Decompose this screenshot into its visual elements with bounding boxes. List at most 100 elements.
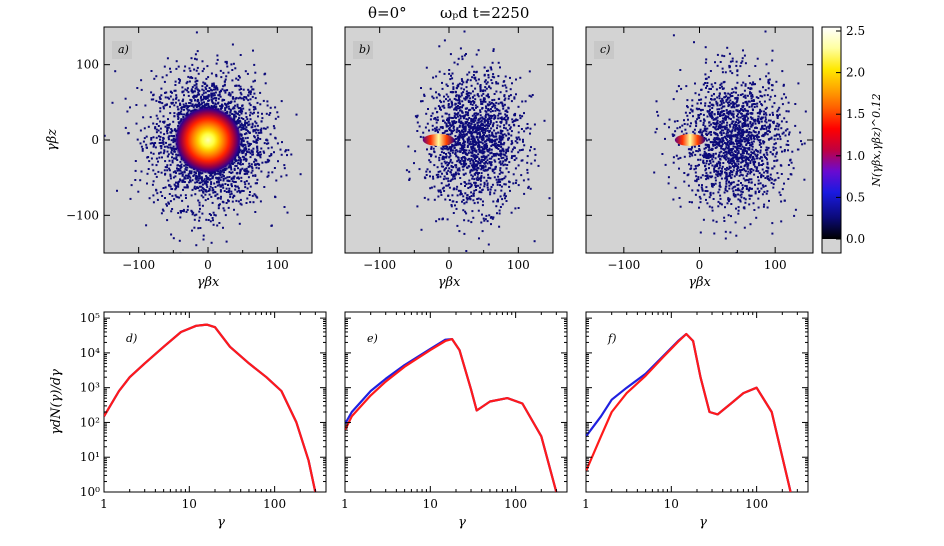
scatter-point [241, 109, 243, 111]
scatter-point [135, 160, 137, 162]
scatter-point [162, 139, 164, 141]
scatter-point [199, 202, 201, 204]
scatter-point [192, 175, 194, 177]
scatter-point [202, 184, 204, 186]
scatter-point [709, 206, 711, 208]
scatter-point [482, 142, 484, 144]
scatter-point [483, 99, 485, 101]
scatter-point [146, 183, 148, 185]
scatter-point [218, 21, 220, 23]
scatter-point [228, 92, 230, 94]
scatter-point [137, 191, 139, 193]
scatter-point [706, 160, 708, 162]
scatter-point [220, 174, 222, 176]
scatter-point [474, 202, 476, 204]
scatter-point [196, 181, 198, 183]
scatter-point [197, 104, 199, 106]
scatter-point [184, 66, 186, 68]
scatter-point [161, 195, 163, 197]
scatter-point [454, 122, 456, 124]
scatter-point [197, 88, 199, 90]
scatter-point [496, 181, 498, 183]
scatter-point [153, 146, 155, 148]
scatter-point [489, 130, 491, 132]
scatter-point [487, 139, 489, 141]
scatter-point [487, 154, 489, 156]
scatter-point [180, 111, 182, 113]
scatter-point [178, 108, 180, 110]
scatter-point [493, 48, 495, 50]
scatter-point [493, 155, 495, 157]
scatter-point [228, 108, 230, 110]
scatter-point [508, 147, 510, 149]
scatter-point [476, 71, 478, 73]
scatter-point [171, 130, 173, 132]
scatter-point [454, 135, 456, 137]
scatter-point [465, 173, 467, 175]
scatter-point [516, 142, 518, 144]
scatter-point [523, 112, 525, 114]
scatter-point [473, 182, 475, 184]
scatter-point [243, 139, 245, 141]
scatter-point [500, 102, 502, 104]
scatter-point [300, 173, 302, 175]
scatter-point [686, 115, 688, 117]
scatter-point [253, 64, 255, 66]
scatter-point [488, 117, 490, 119]
scatter-point [177, 212, 179, 214]
scatter-point [185, 194, 187, 196]
scatter-point [456, 225, 458, 227]
scatter-point [151, 158, 153, 160]
scatter-point [256, 142, 258, 144]
scatter-point [689, 155, 691, 157]
scatter-point [166, 130, 168, 132]
scatter-point [450, 159, 452, 161]
scatter-point [747, 125, 749, 127]
scatter-point [459, 151, 461, 153]
scatter-point [466, 81, 468, 83]
scatter-point [263, 152, 265, 154]
scatter-point [228, 94, 230, 96]
scatter-point [215, 214, 217, 216]
scatter-point [471, 133, 473, 135]
scatter-point [171, 156, 173, 158]
scatter-point [481, 108, 483, 110]
scatter-point [224, 92, 226, 94]
scatter-point [201, 213, 203, 215]
scatter-point [236, 113, 238, 115]
scatter-point [452, 91, 454, 93]
scatter-point [722, 71, 724, 73]
scatter-point [478, 167, 480, 169]
scatter-point [257, 102, 259, 104]
scatter-point [228, 188, 230, 190]
scatter-point [480, 114, 482, 116]
scatter-point [274, 167, 276, 169]
scatter-point [253, 161, 255, 163]
scatter-point [253, 93, 255, 95]
scatter-point [125, 127, 127, 129]
scatter-point [251, 126, 253, 128]
scatter-point [226, 66, 228, 68]
scatter-point [223, 180, 225, 182]
scatter-point [160, 128, 162, 130]
scatter-point [148, 160, 150, 162]
scatter-point [408, 171, 410, 173]
scatter-point [463, 89, 465, 91]
scatter-point [165, 126, 167, 128]
scatter-point [680, 206, 682, 208]
scatter-point [470, 170, 472, 172]
scatter-point [459, 83, 461, 85]
scatter-point [479, 191, 481, 193]
scatter-point [180, 172, 182, 174]
scatter-point [233, 63, 235, 65]
scatter-point [179, 216, 181, 218]
scatter-point [462, 58, 464, 60]
scatter-point [499, 117, 501, 119]
scatter-point [238, 97, 240, 99]
scatter-point [499, 136, 501, 138]
scatter-point [713, 233, 715, 235]
scatter-point [464, 152, 466, 154]
scatter-point [205, 92, 207, 94]
scatter-point [511, 140, 513, 142]
scatter-point [502, 148, 504, 150]
